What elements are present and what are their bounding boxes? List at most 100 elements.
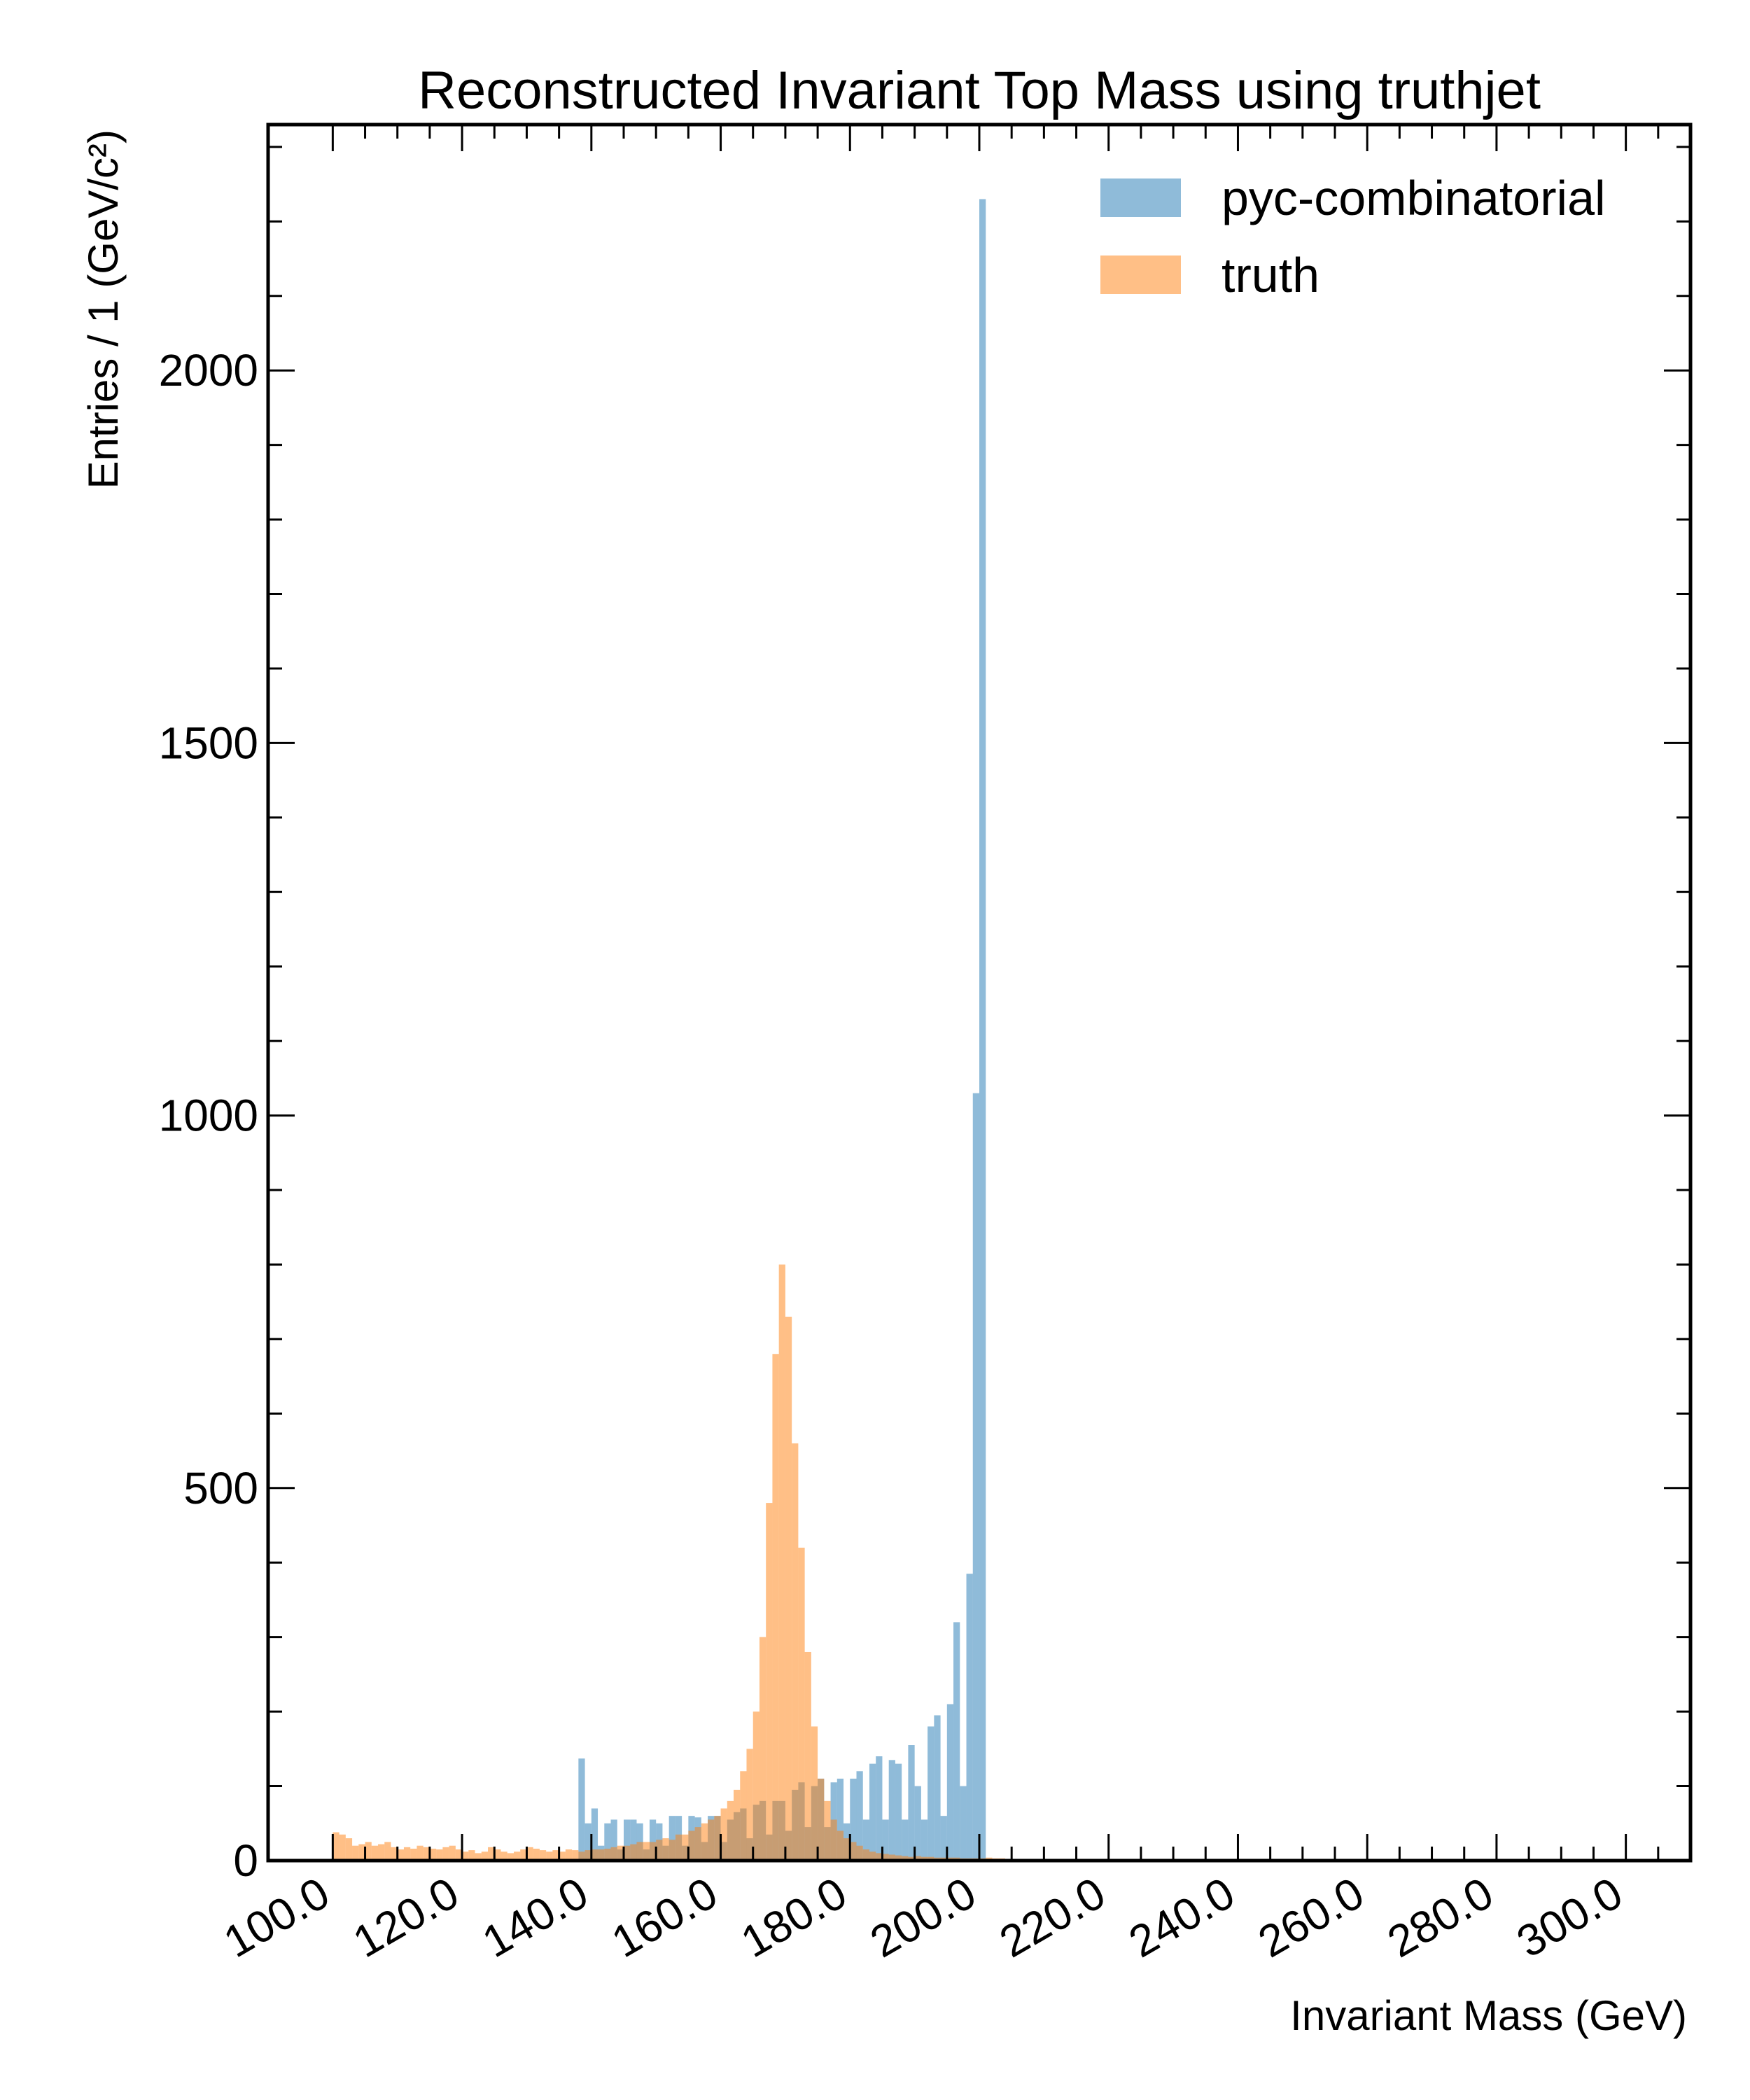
bar-truth-135	[559, 1851, 566, 1861]
bar-pyc-combinatorial-196	[953, 1622, 960, 1861]
bar-truth-129	[520, 1849, 527, 1861]
bar-truth-167	[766, 1503, 773, 1861]
bar-pyc-combinatorial-180	[850, 1778, 857, 1861]
bar-truth-147	[636, 1842, 643, 1861]
bar-truth-123	[481, 1851, 489, 1861]
bar-truth-171	[792, 1443, 799, 1861]
bar-pyc-combinatorial-190	[914, 1786, 921, 1861]
legend-swatch-pyc-combinatorial	[1100, 178, 1181, 217]
bar-truth-115	[429, 1848, 437, 1861]
bar-truth-124	[488, 1847, 495, 1861]
y-axis-label: Entries / 1 (GeV/c²)	[80, 130, 127, 489]
bar-truth-161	[727, 1800, 734, 1861]
bar-truth-173	[804, 1651, 811, 1861]
bar-pyc-combinatorial-183	[869, 1763, 876, 1861]
bar-truth-165	[752, 1712, 760, 1861]
bar-truth-113	[416, 1845, 424, 1861]
bar-pyc-combinatorial-191	[920, 1819, 928, 1861]
bar-truth-104	[358, 1844, 365, 1861]
bar-truth-131	[533, 1848, 540, 1861]
bar-truth-192	[927, 1856, 934, 1861]
bar-truth-148	[643, 1842, 650, 1861]
bar-truth-156	[694, 1827, 701, 1861]
legend: pyc-combinatorial truth	[1100, 171, 1606, 302]
bar-truth-126	[500, 1851, 507, 1861]
bar-pyc-combinatorial-193	[934, 1715, 941, 1861]
tick-labels-layer: 100.0 120.0 140.0 160.0 180.0 200.0 220.0 240.0…	[159, 345, 1631, 1967]
bar-truth-103	[352, 1845, 359, 1861]
x-tick-label-120: 120.0	[344, 1868, 467, 1967]
bar-truth-188	[902, 1856, 909, 1861]
bar-truth-136	[565, 1849, 573, 1861]
bars-layer	[332, 199, 1245, 1861]
bar-truth-116	[436, 1849, 443, 1861]
bar-truth-174	[811, 1726, 818, 1861]
bar-truth-160	[720, 1808, 727, 1861]
chart-title: Reconstructed Invariant Top Mass using t…	[418, 61, 1541, 120]
bar-pyc-combinatorial-197	[960, 1786, 967, 1861]
ticks-layer	[268, 125, 1692, 1862]
bar-truth-151	[662, 1838, 669, 1861]
bar-truth-128	[513, 1851, 521, 1861]
bar-truth-109	[391, 1847, 398, 1861]
bar-pyc-combinatorial-138	[578, 1758, 585, 1861]
bar-truth-102	[345, 1838, 353, 1861]
bar-truth-127	[507, 1853, 514, 1861]
x-tick-label-220: 220.0	[991, 1868, 1114, 1967]
bar-truth-184	[876, 1853, 883, 1861]
bar-truth-190	[914, 1856, 921, 1861]
x-tick-label-160: 160.0	[603, 1868, 726, 1967]
bar-truth-141	[598, 1849, 605, 1861]
bar-truth-101	[339, 1834, 346, 1861]
bar-pyc-combinatorial-187	[895, 1763, 902, 1861]
bar-truth-178	[836, 1830, 844, 1861]
x-axis-label: Invariant Mass (GeV)	[1290, 1992, 1687, 2039]
y-tick-label-1500: 1500	[159, 718, 258, 768]
bar-pyc-combinatorial-140	[591, 1808, 598, 1861]
bar-truth-144	[617, 1845, 624, 1861]
bar-truth-191	[920, 1856, 928, 1861]
bar-pyc-combinatorial-181	[856, 1771, 863, 1861]
bar-truth-125	[494, 1849, 501, 1861]
bar-truth-107	[378, 1844, 385, 1861]
bar-pyc-combinatorial-198	[966, 1574, 973, 1861]
bar-truth-138	[578, 1851, 585, 1861]
bar-truth-145	[624, 1845, 631, 1861]
bar-truth-164	[746, 1749, 753, 1861]
bar-pyc-combinatorial-182	[862, 1819, 869, 1861]
bar-pyc-combinatorial-178	[836, 1778, 844, 1861]
bar-truth-172	[798, 1547, 805, 1861]
bar-truth-185	[882, 1854, 889, 1861]
bar-truth-177	[830, 1819, 837, 1861]
bar-truth-179	[844, 1838, 850, 1861]
bar-truth-168	[772, 1354, 779, 1861]
bar-truth-114	[423, 1847, 430, 1861]
bar-pyc-combinatorial-192	[927, 1726, 934, 1861]
bar-truth-166	[759, 1637, 766, 1861]
bar-truth-106	[371, 1845, 379, 1861]
bar-truth-180	[850, 1842, 857, 1861]
bar-truth-162	[734, 1789, 741, 1861]
bar-truth-152	[668, 1840, 676, 1861]
bar-truth-120	[462, 1851, 469, 1861]
x-tick-label-300: 300.0	[1508, 1868, 1631, 1967]
bar-pyc-combinatorial-188	[902, 1819, 909, 1861]
bar-truth-155	[688, 1830, 695, 1861]
bar-truth-111	[403, 1847, 411, 1861]
bar-truth-149	[649, 1842, 657, 1861]
bar-truth-118	[449, 1845, 456, 1861]
bar-truth-169	[778, 1264, 785, 1861]
bar-truth-146	[630, 1844, 637, 1861]
bar-pyc-combinatorial-195	[946, 1704, 954, 1861]
bar-truth-137	[572, 1850, 579, 1861]
x-tick-label-260: 260.0	[1250, 1868, 1372, 1967]
bar-truth-189	[908, 1856, 915, 1861]
bar-truth-119	[455, 1849, 463, 1861]
bar-truth-163	[740, 1771, 747, 1861]
bar-truth-130	[526, 1847, 533, 1861]
bar-pyc-combinatorial-199	[972, 1093, 979, 1861]
bar-truth-117	[442, 1847, 449, 1861]
bar-truth-132	[539, 1850, 547, 1861]
bar-truth-181	[856, 1845, 863, 1861]
